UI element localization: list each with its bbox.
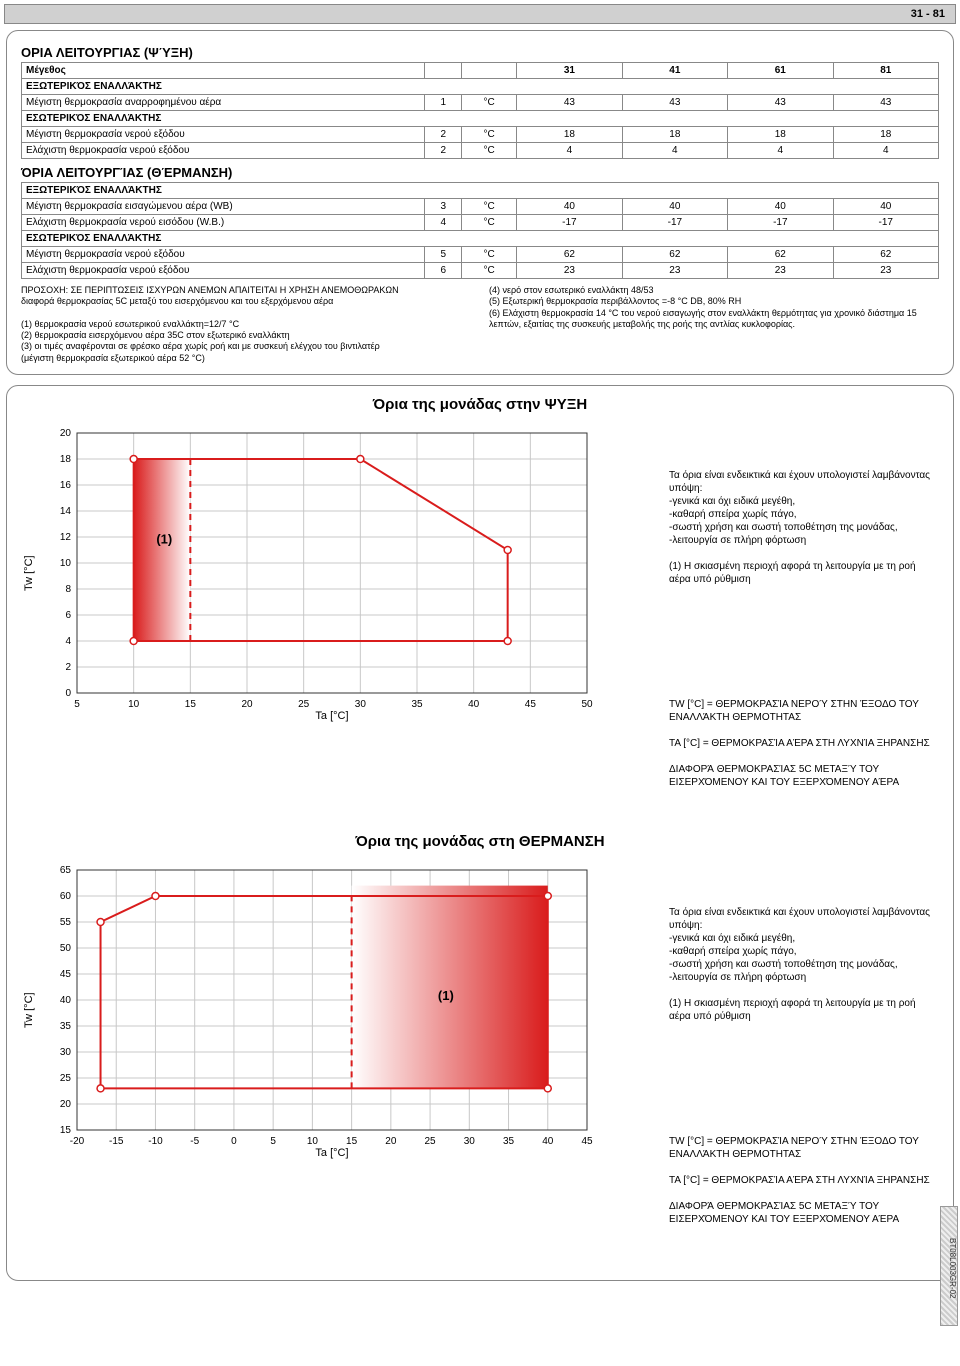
svg-text:45: 45: [525, 699, 537, 710]
svg-text:45: 45: [581, 1136, 593, 1147]
title-heating: ΌΡΙΑ ΛΕΙΤΟΥΡΓΊΑΣ (ΘΈΡΜΑΝΣΗ): [21, 165, 939, 180]
footer-doccode: BT08L003GR-02: [940, 1206, 958, 1326]
svg-text:5: 5: [270, 1136, 276, 1147]
chart-cooling-section: Tw [°C] 5 10 15 20 25 30 35 40 45 50 0 2 4 6 8 10 12 14 16…: [21, 423, 939, 815]
svg-text:20: 20: [60, 428, 72, 439]
svg-text:16: 16: [60, 480, 72, 491]
chart-cooling-side: Τα όρια είναι ενδεικτικά και έχουν υπολο…: [669, 423, 939, 815]
size-3: 81: [833, 63, 938, 79]
svg-text:55: 55: [60, 917, 72, 928]
size-2: 61: [728, 63, 833, 79]
title-cooling: ΟΡΙΑ ΛΕΙΤΟΥΡΓΙΑΣ (ΨΎΞΗ): [21, 45, 939, 60]
sub1: ΕΞΩΤΕΡΙΚΌΣ ΕΝΑΛΛΆΚΤΗΣ: [22, 79, 939, 95]
svg-text:18: 18: [60, 454, 72, 465]
svg-text:8: 8: [65, 584, 71, 595]
svg-text:30: 30: [60, 1047, 72, 1058]
svg-text:30: 30: [464, 1136, 476, 1147]
table-row: Μέγιστη θερμοκρασία αναρροφημένου αέρα 1…: [22, 95, 939, 111]
svg-text:35: 35: [411, 699, 423, 710]
sub3: ΕΞΩΤΕΡΙΚΌΣ ΕΝΑΛΛΆΚΤΗΣ: [22, 183, 939, 199]
svg-text:6: 6: [65, 610, 71, 621]
notes-right: (4) νερό στον εσωτερικό εναλλάκτη 48/53 …: [489, 285, 939, 364]
chart-cooling-ylabel: Tw [°C]: [21, 423, 37, 723]
svg-text:50: 50: [581, 699, 593, 710]
chart-heating-ylabel: Tw [°C]: [21, 860, 37, 1160]
svg-text:10: 10: [128, 699, 140, 710]
svg-text:35: 35: [60, 1021, 72, 1032]
sub4: ΕΣΩΤΕΡΙΚΌΣ ΕΝΑΛΛΆΚΤΗΣ: [22, 231, 939, 247]
table-row: Ελάχιστη θερμοκρασία νερού εξόδου 2 °C 4…: [22, 143, 939, 159]
svg-text:0: 0: [231, 1136, 237, 1147]
table-row: Μέγιστη θερμοκρασία νερού εξόδου 5 °C 62…: [22, 247, 939, 263]
svg-text:15: 15: [60, 1125, 72, 1136]
limits-table: Μέγεθος 31 41 61 81 ΕΞΩΤΕΡΙΚΌΣ ΕΝΑΛΛΆΚΤΗ…: [21, 62, 939, 159]
svg-text:Ta [°C]: Ta [°C]: [315, 710, 348, 722]
svg-text:(1): (1): [156, 531, 172, 546]
chart-cooling-side-top: Τα όρια είναι ενδεικτικά και έχουν υπολο…: [669, 469, 939, 586]
svg-text:10: 10: [307, 1136, 319, 1147]
svg-text:15: 15: [185, 699, 197, 710]
svg-text:65: 65: [60, 865, 72, 876]
size-0: 31: [517, 63, 622, 79]
notes-row: ΠΡΟΣΟΧΗ: ΣΕ ΠΕΡΙΠΤΩΣΕΙΣ ΙΣΧΥΡΩΝ ΑΝΕΜΩΝ Α…: [21, 285, 939, 364]
chart-cooling-side-bottom: TW [°C] = ΘΕΡΜΟΚΡΑΣΊΑ ΝΕΡΟΎ ΣΤΗΝ ΈΞΟΔΟ Τ…: [669, 698, 939, 789]
svg-text:Ta [°C]: Ta [°C]: [315, 1147, 348, 1159]
svg-text:40: 40: [60, 995, 72, 1006]
table-row: Μέγιστη θερμοκρασία νερού εξόδου 2 °C 18…: [22, 127, 939, 143]
notes-left: ΠΡΟΣΟΧΗ: ΣΕ ΠΕΡΙΠΤΩΣΕΙΣ ΙΣΧΥΡΩΝ ΑΝΕΜΩΝ Α…: [21, 285, 471, 364]
chart-cooling-title: Όρια της μονάδας στην ΨΥΞΗ: [21, 396, 939, 413]
header-code: 31 - 81: [911, 8, 945, 20]
svg-text:14: 14: [60, 506, 72, 517]
svg-text:2: 2: [65, 662, 71, 673]
svg-text:40: 40: [542, 1136, 554, 1147]
svg-text:-5: -5: [190, 1136, 199, 1147]
limits-panel: ΟΡΙΑ ΛΕΙΤΟΥΡΓΙΑΣ (ΨΎΞΗ) Μέγεθος 31 41 61…: [6, 30, 954, 375]
svg-text:25: 25: [425, 1136, 437, 1147]
svg-text:-10: -10: [148, 1136, 163, 1147]
svg-text:60: 60: [60, 891, 72, 902]
size-label: Μέγεθος: [22, 63, 425, 79]
table-row: Μέγιστη θερμοκρασία εισαγώμενου αέρα (WB…: [22, 199, 939, 215]
svg-text:25: 25: [60, 1073, 72, 1084]
svg-text:20: 20: [385, 1136, 397, 1147]
size-1: 41: [622, 63, 727, 79]
svg-text:45: 45: [60, 969, 72, 980]
svg-text:35: 35: [503, 1136, 515, 1147]
svg-text:(1): (1): [438, 988, 454, 1003]
svg-text:20: 20: [241, 699, 253, 710]
page-number: 7: [0, 1291, 960, 1311]
svg-text:30: 30: [355, 699, 367, 710]
limits-table-heating: ΕΞΩΤΕΡΙΚΌΣ ΕΝΑΛΛΆΚΤΗΣ Μέγιστη θερμοκρασί…: [21, 182, 939, 279]
svg-text:15: 15: [346, 1136, 358, 1147]
sub2: ΕΣΩΤΕΡΙΚΌΣ ΕΝΑΛΛΆΚΤΗΣ: [22, 111, 939, 127]
svg-text:4: 4: [65, 636, 71, 647]
chart-heating-side-top: Τα όρια είναι ενδεικτικά και έχουν υπολο…: [669, 906, 939, 1023]
chart-cooling: 5 10 15 20 25 30 35 40 45 50 0 2 4 6 8 10 12 14 16 18 20 (1) T…: [37, 423, 597, 723]
chart-heating-section: Tw [°C] -20 -15 -10 -5 0 5 10 15 20 25 30 35 40 45 15 2…: [21, 860, 939, 1252]
svg-text:25: 25: [298, 699, 310, 710]
chart-heating: -20 -15 -10 -5 0 5 10 15 20 25 30 35 40 45 15 20 25 30 35 4…: [37, 860, 597, 1160]
svg-text:40: 40: [468, 699, 480, 710]
svg-text:-20: -20: [70, 1136, 85, 1147]
svg-text:10: 10: [60, 558, 72, 569]
chart-heating-title: Όρια της μονάδας στη ΘΕΡΜΑΝΣΗ: [21, 833, 939, 850]
chart-heating-side: Τα όρια είναι ενδεικτικά και έχουν υπολο…: [669, 860, 939, 1252]
svg-text:20: 20: [60, 1099, 72, 1110]
chart-heating-side-bottom: TW [°C] = ΘΕΡΜΟΚΡΑΣΊΑ ΝΕΡΟΎ ΣΤΗΝ ΈΞΟΔΟ Τ…: [669, 1135, 939, 1226]
svg-text:50: 50: [60, 943, 72, 954]
svg-text:-15: -15: [109, 1136, 124, 1147]
svg-text:5: 5: [74, 699, 80, 710]
svg-text:0: 0: [65, 688, 71, 699]
svg-text:12: 12: [60, 532, 72, 543]
page-header: 31 - 81: [4, 4, 956, 24]
table-row: Ελάχιστη θερμοκρασία νερού εξόδου 6 °C 2…: [22, 263, 939, 279]
table-row: Ελάχιστη θερμοκρασία νερού εισόδου (W.B.…: [22, 215, 939, 231]
charts-panel: Όρια της μονάδας στην ΨΥΞΗ Tw [°C] 5 10 15…: [6, 385, 954, 1281]
